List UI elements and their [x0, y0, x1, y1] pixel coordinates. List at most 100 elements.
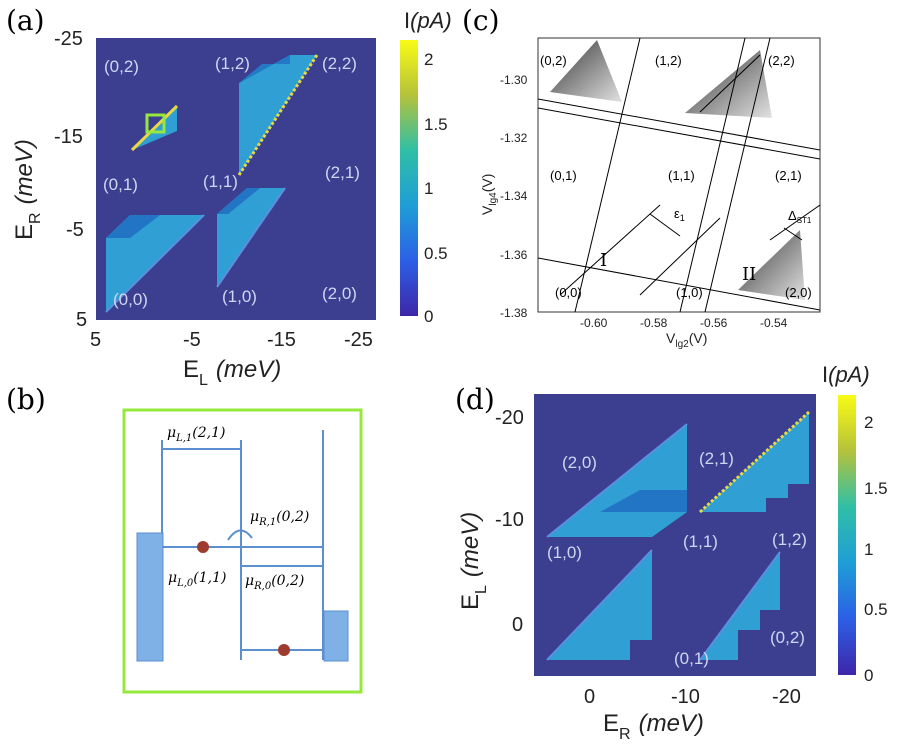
panel-c-line	[639, 217, 721, 296]
panel-a-ytick: -15	[54, 126, 83, 148]
panel-a-colorbar-title: I(pA)	[404, 8, 452, 33]
panel-c-ytick: -1.34	[500, 189, 528, 203]
panel-c-line	[538, 98, 820, 151]
panel-c-xtick: -0.54	[760, 316, 788, 330]
panel-b-frame	[122, 408, 363, 694]
panel-d-region-label: (2,0)	[562, 453, 597, 472]
panel-a-colorbar-tick: 2	[424, 50, 433, 69]
panel-d-region-label: (2,1)	[699, 449, 734, 468]
panel-c-eps-label: ε1	[674, 206, 685, 223]
panel-b-label-muL0: μL,0(1,1)	[168, 570, 227, 589]
panel-c-region-label: (1,0)	[676, 285, 703, 300]
panel-a-triangle-lower-left-band	[106, 215, 160, 238]
panel-d-colorbar-title: I(pA)	[822, 362, 870, 387]
panel-a-colorbar-tick: 1.5	[424, 115, 448, 134]
panel-a-region-label: (2,0)	[322, 284, 357, 303]
panel-c-ylabel: Vlg4(V)	[479, 174, 499, 215]
panel-d-colorbar-tick: 1.5	[864, 479, 888, 498]
panel-c-roman-I: I	[600, 250, 607, 271]
panel-b-hop-arrow	[227, 529, 253, 541]
panel-a-region-label: (0,0)	[113, 290, 148, 309]
panel-d-colorbar	[838, 395, 856, 675]
panel-c-xtick: -0.58	[640, 316, 668, 330]
panel-c-xlabel: Vlg2(V)	[666, 330, 707, 350]
panel-c-delta-arrow	[783, 227, 803, 241]
panel-d-region-label: (0,2)	[770, 628, 805, 647]
panel-a: (a) (0,2) (1,2) (2,2) (0,1) (1,1) (2,1) …	[6, 4, 452, 389]
panel-c-line	[769, 204, 820, 241]
panel-c-line	[679, 38, 746, 312]
panel-a-xtick: 5	[90, 329, 101, 351]
panel-a-region-label: (0,2)	[104, 57, 139, 76]
panel-a-label: (a)	[6, 4, 45, 37]
panel-a-green-box	[145, 113, 166, 134]
panel-c-line	[538, 107, 820, 160]
panel-a-triangle-upper-right-edge	[237, 54, 319, 176]
panel-a-colorbar-tick: 1	[424, 179, 433, 198]
panel-c: (c) (0,2) (1,2) (2,2) (0,1) (1,1)	[462, 4, 821, 350]
panel-c-region-label: (0,1)	[550, 168, 577, 183]
panel-a-triangle-lower-right-band	[217, 188, 260, 214]
panel-b-left-lead	[136, 532, 164, 662]
panel-d-triangle-lower-left-edge	[546, 549, 653, 661]
panel-b: (b) μL,1(2,1) μR,1(0,2) μL,0(1,1) μR,0(0…	[6, 383, 363, 694]
panel-a-triangle-lower-right-edge	[216, 187, 286, 288]
panel-d-triangle-upper-left-band	[600, 490, 687, 512]
panel-a-region-label: (1,0)	[222, 287, 257, 306]
panel-d-xlabel: ER (meV)	[603, 710, 704, 743]
panel-a-region-label: (0,1)	[103, 175, 138, 194]
panel-c-region-label: (2,0)	[785, 285, 812, 300]
panel-c-delta-label: ΔST1	[788, 208, 812, 225]
panel-b-electron-left	[197, 541, 209, 553]
panel-c-ytick: -1.30	[500, 73, 528, 87]
panel-b-label-muL1: μL,1(2,1)	[167, 425, 226, 444]
panel-c-ytick: -1.38	[500, 306, 528, 320]
panel-b-label-muR1: μR,1(0,2)	[250, 509, 309, 528]
panel-a-colorbar-tick: 0	[424, 307, 433, 326]
panel-d-xtick: -20	[772, 686, 801, 708]
panel-c-region-label: (1,2)	[655, 53, 682, 68]
panel-a-ylabel: ER(meV)	[11, 139, 44, 240]
panel-c-xtick: -0.60	[580, 316, 608, 330]
panel-a-ytick: 5	[76, 309, 87, 331]
panel-b-right-lead	[323, 610, 349, 662]
panel-c-eps-arrow	[649, 213, 681, 237]
panel-c-region-label: (2,1)	[775, 168, 802, 183]
panel-a-triangle-upper-right-band	[239, 55, 290, 83]
panel-d-region-label: (1,1)	[683, 532, 718, 551]
panel-a-region-label: (2,2)	[322, 54, 357, 73]
panel-c-roman-II: II	[742, 264, 756, 285]
panel-a-ytick: -5	[66, 219, 84, 241]
panel-c-ytick: -1.32	[500, 131, 528, 145]
panel-d-triangle-upper-left-edge	[546, 423, 688, 538]
panel-d-colorbar-tick: 2	[864, 413, 873, 432]
panel-c-label: (c)	[462, 4, 500, 37]
panel-c-line	[699, 54, 761, 113]
panel-d-ylabel: EL(meV)	[457, 512, 490, 610]
panel-a-xtick: -25	[344, 329, 373, 351]
panel-c-region-label: (0,0)	[555, 285, 582, 300]
panel-c-line	[559, 204, 661, 296]
panel-d-region-label: (1,2)	[772, 530, 807, 549]
panel-d: (d) (2,0) (2,1) (1,0) (1,1) (1,2) (0,1) …	[455, 362, 888, 743]
panel-d-region-label: (1,0)	[547, 543, 582, 562]
panel-a-region-label: (1,2)	[215, 54, 250, 73]
panel-c-line	[538, 257, 820, 311]
panel-d-ytick: 0	[512, 614, 523, 636]
panel-a-colorbar-tick: 0.5	[424, 244, 448, 263]
panel-a-xtick: -15	[267, 329, 296, 351]
panel-c-region-label: (2,2)	[768, 53, 795, 68]
panel-d-ytick: -20	[495, 407, 524, 429]
panel-c-triangle-bottomright	[738, 230, 805, 300]
panel-c-ytick: -1.36	[500, 248, 528, 262]
panel-a-region-label: (1,1)	[203, 172, 238, 191]
panel-d-label: (d)	[455, 383, 495, 416]
panel-d-xtick: 0	[584, 686, 595, 708]
panel-a-ytick: -25	[54, 28, 83, 50]
panel-b-label: (b)	[6, 383, 46, 416]
panel-d-xtick: -10	[671, 686, 700, 708]
panel-c-triangle-topleft	[550, 40, 622, 102]
panel-a-triangle-small-edge	[130, 104, 179, 152]
panel-a-region-label: (2,1)	[325, 163, 360, 182]
